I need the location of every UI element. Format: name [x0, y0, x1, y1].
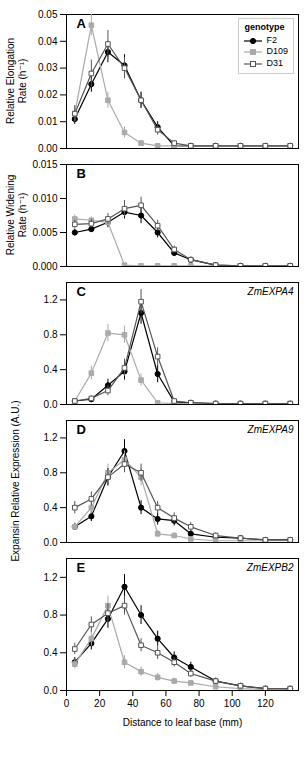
svg-text:0.00: 0.00 [38, 143, 58, 154]
svg-text:60: 60 [160, 698, 172, 709]
html-text:Expansin Relative Expression (: Expansin Relative Expression (A.U.) [10, 400, 22, 562]
svg-text:0.015: 0.015 [32, 159, 57, 170]
svg-text:ZmEXPB2: ZmEXPB2 [246, 562, 294, 573]
svg-text:120: 120 [257, 698, 274, 709]
svg-text:0.010: 0.010 [32, 193, 57, 204]
svg-text:1.2: 1.2 [44, 294, 58, 305]
svg-text:40: 40 [127, 698, 139, 709]
svg-text:Distance to leaf base (mm): Distance to leaf base (mm) [123, 717, 243, 728]
svg-text:0.05: 0.05 [38, 9, 58, 20]
svg-text:0.4: 0.4 [44, 502, 58, 513]
svg-text:20: 20 [94, 698, 106, 709]
html-text:D109: D109 [266, 46, 288, 57]
svg-text:0.02: 0.02 [38, 89, 58, 100]
svg-text:ZmEXPA4: ZmEXPA4 [247, 286, 294, 297]
svg-text:0.4: 0.4 [44, 647, 58, 658]
svg-text:0.03: 0.03 [38, 62, 58, 73]
html-text:genotype: genotype [244, 22, 285, 32]
svg-text:0.000: 0.000 [32, 261, 57, 272]
svg-text:0.04: 0.04 [38, 36, 58, 47]
html-text:Relative Elongation Rate (h⁻¹): Relative Elongation Rate (h⁻¹) [4, 37, 27, 125]
svg-text:100: 100 [224, 698, 241, 709]
html-text:Relative Widening Rate (h⁻¹): Relative Widening Rate (h⁻¹) [4, 174, 27, 256]
html-text:D31: D31 [266, 58, 283, 69]
svg-text:B: B [77, 166, 86, 181]
svg-text:C: C [77, 284, 87, 299]
svg-text:A: A [77, 16, 87, 31]
svg-text:0: 0 [64, 698, 70, 709]
svg-text:0.8: 0.8 [44, 609, 58, 620]
svg-text:0.0: 0.0 [44, 685, 58, 696]
svg-text:E: E [77, 560, 86, 575]
svg-text:D: D [77, 422, 86, 437]
svg-text:1.2: 1.2 [44, 432, 58, 443]
svg-text:0.4: 0.4 [44, 364, 58, 375]
svg-text:0.8: 0.8 [44, 329, 58, 340]
svg-text:0.005: 0.005 [32, 227, 57, 238]
svg-text:80: 80 [194, 698, 206, 709]
html-text:F2: F2 [266, 34, 277, 45]
svg-text:ZmEXPA9: ZmEXPA9 [247, 424, 294, 435]
svg-text:0.0: 0.0 [44, 399, 58, 410]
svg-text:0.01: 0.01 [38, 116, 58, 127]
svg-text:0.8: 0.8 [44, 467, 58, 478]
svg-text:0.0: 0.0 [44, 537, 58, 548]
svg-text:1.2: 1.2 [44, 572, 58, 583]
